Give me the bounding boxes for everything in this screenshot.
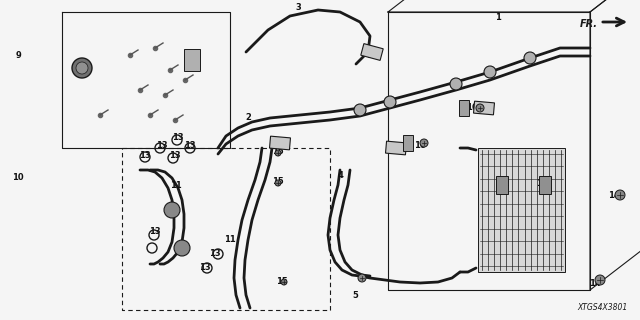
Circle shape xyxy=(595,275,605,285)
Text: 10: 10 xyxy=(12,173,24,182)
Bar xyxy=(496,176,508,194)
Text: 13: 13 xyxy=(199,263,211,273)
Text: 15: 15 xyxy=(276,277,288,286)
Text: 12: 12 xyxy=(536,179,548,188)
Circle shape xyxy=(358,274,366,282)
Text: 6: 6 xyxy=(403,139,409,148)
Circle shape xyxy=(72,58,92,78)
Text: 13: 13 xyxy=(169,150,181,159)
Text: 16: 16 xyxy=(466,103,478,113)
Polygon shape xyxy=(361,44,383,60)
Circle shape xyxy=(281,279,287,285)
Bar xyxy=(459,100,469,116)
Circle shape xyxy=(420,139,428,147)
Circle shape xyxy=(450,78,462,90)
Text: 14: 14 xyxy=(608,190,620,199)
Text: 1: 1 xyxy=(495,13,501,22)
Text: 14: 14 xyxy=(589,278,601,287)
Bar xyxy=(184,49,200,71)
Circle shape xyxy=(384,96,396,108)
Circle shape xyxy=(275,180,281,186)
Text: 13: 13 xyxy=(209,249,221,258)
Circle shape xyxy=(76,62,88,74)
Bar xyxy=(403,135,413,151)
Polygon shape xyxy=(474,101,495,115)
Text: 11: 11 xyxy=(224,236,236,244)
Text: 3: 3 xyxy=(295,4,301,12)
Text: 8: 8 xyxy=(477,106,483,115)
Circle shape xyxy=(354,104,366,116)
Text: 15: 15 xyxy=(272,148,284,156)
Bar xyxy=(539,176,551,194)
Text: 2: 2 xyxy=(245,114,251,123)
Circle shape xyxy=(164,202,180,218)
Circle shape xyxy=(476,104,484,112)
Text: 13: 13 xyxy=(172,132,184,141)
Text: 8: 8 xyxy=(389,143,395,153)
Text: 13: 13 xyxy=(149,228,161,236)
Text: 11: 11 xyxy=(170,180,182,189)
Text: 9: 9 xyxy=(15,51,21,60)
Circle shape xyxy=(615,190,625,200)
Text: 13: 13 xyxy=(139,150,151,159)
Text: 13: 13 xyxy=(156,140,168,149)
Text: 12: 12 xyxy=(498,179,510,188)
Text: 5: 5 xyxy=(352,291,358,300)
Circle shape xyxy=(275,150,281,156)
Circle shape xyxy=(524,52,536,64)
Text: FR.: FR. xyxy=(580,19,598,29)
Text: 6: 6 xyxy=(459,103,465,113)
Circle shape xyxy=(484,66,496,78)
Polygon shape xyxy=(385,141,406,155)
Text: 16: 16 xyxy=(414,140,426,149)
Text: 4: 4 xyxy=(337,171,343,180)
Text: 15: 15 xyxy=(272,178,284,187)
Circle shape xyxy=(174,240,190,256)
Text: 8: 8 xyxy=(366,51,372,60)
Text: 13: 13 xyxy=(184,140,196,149)
Text: XTGS4X3801: XTGS4X3801 xyxy=(578,303,628,312)
Text: 7: 7 xyxy=(189,55,195,65)
Text: 8: 8 xyxy=(269,140,275,149)
Bar xyxy=(478,148,565,272)
Polygon shape xyxy=(269,136,291,150)
